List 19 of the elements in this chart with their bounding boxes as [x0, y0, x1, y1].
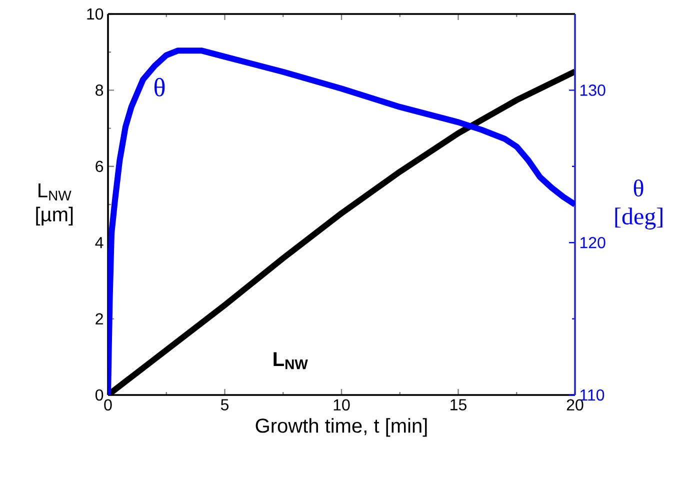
x-tick-label: 20 — [566, 399, 584, 411]
y-tick-label: 0 — [95, 389, 104, 401]
x-tick-label: 15 — [450, 399, 466, 410]
y-tick-label: 8 — [96, 84, 104, 96]
y2-axis-title: θ [deg] — [615, 180, 662, 230]
x-tick-label: 5 — [220, 399, 229, 410]
y2-tick-label: 110 — [580, 389, 604, 401]
y2-tick-label: 120 — [580, 236, 606, 248]
y-tick-label: 4 — [95, 237, 104, 248]
y-tick-label: 10 — [87, 8, 104, 20]
x-tick-label: 10 — [334, 399, 350, 411]
y-tick-label: 2 — [96, 313, 103, 324]
x-tick-label: 0 — [104, 399, 112, 411]
text: L$_{NW}$ — [274, 352, 308, 370]
y-tick-label: 6 — [96, 160, 104, 172]
y2-tick-label: 130 — [580, 84, 606, 96]
x-axis-title: Growth time, t [min] — [256, 418, 427, 437]
y-axis-title: L$_{NW}$ [µm] — [36, 184, 73, 226]
series-label: θ — [154, 78, 165, 96]
